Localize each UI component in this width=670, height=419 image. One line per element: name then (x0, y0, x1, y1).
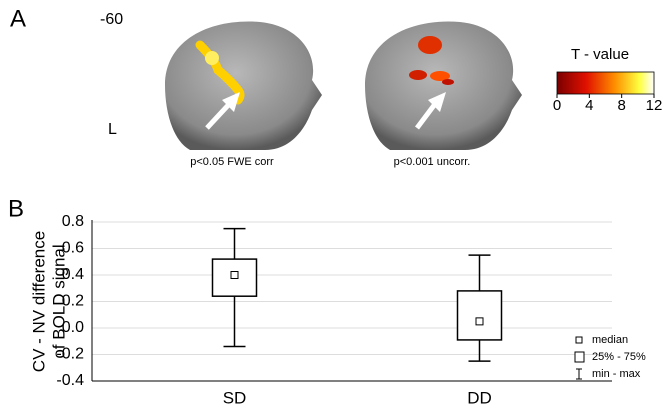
colorbar-tick-label: 4 (585, 97, 593, 114)
median (231, 272, 238, 279)
figure: A -60 L p<0.05 FWE corr p<0.001 uncorr. … (0, 0, 670, 414)
legend-icon (576, 337, 582, 343)
side-label: L (108, 121, 117, 138)
y-tick-label: 0.4 (62, 266, 84, 283)
colorbar-title: T - value (571, 46, 629, 63)
x-tick-label: DD (467, 388, 492, 407)
y-tick-label: 0.2 (62, 293, 84, 310)
y-axis-label: CV - NV difference (29, 231, 48, 372)
legend-label: median (592, 334, 628, 346)
brain-image (165, 22, 322, 150)
image-caption: p<0.001 uncorr. (394, 156, 471, 168)
colorbar (557, 72, 654, 94)
colorbar-tick-label: 8 (617, 97, 625, 114)
x-tick-label: SD (223, 388, 247, 407)
y-tick-label: -0.4 (56, 372, 84, 389)
y-tick-label: -0.2 (56, 346, 84, 363)
slice-label: -60 (100, 11, 123, 28)
colorbar-tick-label: 12 (646, 97, 663, 114)
panel-label: A (10, 5, 26, 32)
colorbar-tick-label: 0 (553, 97, 561, 114)
median (476, 318, 483, 325)
legend-icon (576, 369, 582, 379)
legend-label: min - max (592, 368, 641, 380)
legend-icon (575, 352, 584, 362)
brain-image (365, 22, 522, 150)
y-tick-label: 0.0 (62, 319, 84, 336)
box (458, 291, 502, 340)
legend-label: 25% - 75% (592, 351, 646, 363)
image-caption: p<0.05 FWE corr (190, 156, 274, 168)
panel-label: B (8, 195, 24, 222)
y-tick-label: 0.8 (62, 213, 84, 230)
y-tick-label: 0.6 (62, 240, 84, 257)
